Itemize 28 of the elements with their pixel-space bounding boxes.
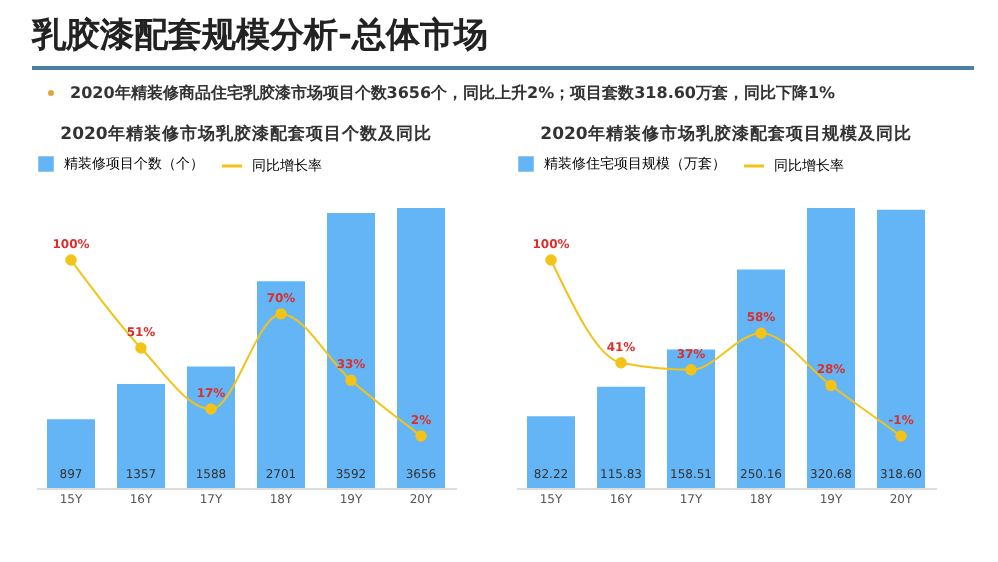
bar: [397, 208, 445, 488]
point: [275, 308, 287, 320]
point: [135, 342, 147, 354]
bar: [667, 349, 715, 488]
chart-title: 2020年精装修市场乳胶漆配套项目个数及同比: [60, 123, 432, 145]
chart-title: 2020年精装修市场乳胶漆配套项目规模及同比: [540, 123, 912, 145]
point: [345, 374, 357, 387]
text: 乳胶漆配套规模分析-总体市场: [32, 12, 974, 70]
bar: [187, 366, 235, 488]
point: [65, 254, 77, 266]
point: [685, 364, 697, 376]
point: [615, 357, 627, 369]
point: [895, 430, 907, 442]
bar: [737, 269, 785, 488]
point: [755, 327, 767, 339]
bar: [117, 384, 165, 488]
bar: [47, 419, 95, 488]
text: 2020年精装修商品住宅乳胶漆市场项目个数3656个，同比上升2%；项目套数318.60万套，同比下降1%: [68, 82, 838, 104]
point: [545, 254, 557, 266]
bar: [527, 416, 575, 488]
bar: [327, 212, 375, 488]
point: [825, 379, 837, 392]
point: [205, 403, 217, 415]
bar: [877, 209, 925, 488]
bar: [257, 281, 305, 488]
bar: [597, 386, 645, 488]
bar: [807, 208, 855, 488]
point: [415, 430, 427, 442]
